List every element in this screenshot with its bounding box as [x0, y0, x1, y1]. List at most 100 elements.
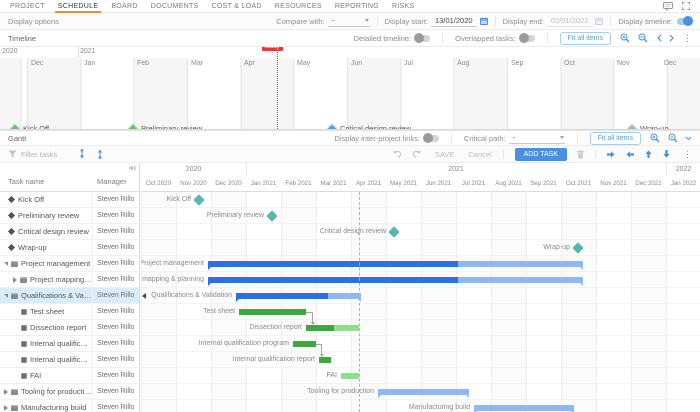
add-task-button[interactable]: ADD TASK — [514, 147, 567, 161]
filter-icon[interactable] — [8, 150, 17, 158]
milestone-icon — [7, 243, 16, 252]
tab-cost-load[interactable]: COST & LOAD — [211, 2, 262, 10]
gantt-bar-internal-qualification-report[interactable] — [319, 357, 331, 363]
gantt-row-internal-qualification-report: Internal qualification report — [141, 352, 700, 368]
critical-path-select[interactable]: - — [508, 133, 565, 144]
indent-left-icon[interactable] — [626, 150, 634, 158]
gantt-milestone-diamond[interactable] — [193, 194, 205, 206]
gantt-fit-all-button[interactable]: Fit all items — [589, 131, 641, 145]
compare-with-select[interactable]: - — [327, 16, 370, 27]
timeline-milestone-wrap-up[interactable]: Wrap-up — [626, 122, 669, 129]
task-row-test-sheet[interactable]: Test sheet Steven Rillo — [0, 304, 139, 320]
zoom-in-icon[interactable] — [620, 33, 630, 43]
tab-board[interactable]: BOARD — [111, 2, 138, 10]
gantt-bar-project-management[interactable] — [208, 261, 583, 270]
overlapped-tasks-toggle[interactable] — [518, 33, 535, 43]
timeline-fit-all-button[interactable]: Fit all items — [559, 31, 611, 45]
gantt-year: 2021 — [448, 166, 464, 173]
collapse-panel-icon[interactable] — [128, 165, 136, 171]
collapse-expander-icon[interactable] — [4, 293, 8, 298]
timeline-milestone-critical-design-review[interactable]: Critical design review — [326, 122, 411, 129]
tab-risks[interactable]: RISKS — [392, 2, 415, 10]
save-button[interactable]: SAVE — [434, 149, 455, 159]
task-row-internal-qualification-program[interactable]: Internal qualification program Steven Ri… — [0, 336, 139, 352]
gantt-bar-tooling-for-production[interactable] — [378, 389, 469, 398]
toolbar-menu-icon[interactable]: ⋮ — [683, 149, 692, 159]
display-end-input[interactable]: 02/01/2022 — [546, 16, 593, 27]
tab-reporting[interactable]: REPORTING — [334, 2, 380, 10]
gantt-more-chevron-icon[interactable] — [685, 136, 692, 141]
gantt-year: 2020 — [185, 166, 202, 173]
expand-expander-icon[interactable] — [4, 388, 8, 395]
delete-task-icon[interactable] — [577, 149, 584, 159]
redo-icon[interactable] — [412, 150, 421, 158]
move-down-icon[interactable] — [663, 150, 670, 158]
gantt-bar-dissection-report[interactable] — [306, 325, 359, 331]
task-name: Critical design review — [18, 227, 89, 236]
gantt-bar-fai[interactable] — [341, 373, 359, 379]
gantt-bar-internal-qualification-program[interactable] — [293, 341, 316, 347]
gantt-zoom-in-icon[interactable] — [650, 133, 660, 143]
task-name: Project management — [21, 259, 91, 268]
indent-right-icon[interactable] — [607, 150, 615, 158]
task-row-fai[interactable]: FAI Steven Rillo — [0, 368, 139, 384]
move-up-icon[interactable] — [645, 150, 652, 158]
cancel-button[interactable]: Cancel — [468, 149, 492, 159]
timeline-milestone-preliminary-review[interactable]: Preliminary review — [127, 122, 202, 129]
gantt-zoom-out-icon[interactable] — [668, 133, 678, 143]
task-row-wrap-up[interactable]: Wrap-up Steven Rillo — [0, 240, 139, 256]
task-row-manufacturing-build[interactable]: Manufacturing build Steven Rillo — [0, 400, 139, 412]
gantt-bar-test-sheet[interactable] — [239, 309, 306, 315]
zoom-out-icon[interactable] — [638, 33, 648, 43]
timeline-menu-icon[interactable]: ⋮ — [683, 33, 692, 43]
undo-icon[interactable] — [393, 150, 402, 158]
today-badge: today — [262, 47, 283, 51]
task-manager: Steven Rillo — [97, 228, 135, 235]
tab-schedule[interactable]: SCHEDULE — [54, 0, 101, 13]
comments-icon[interactable] — [663, 1, 673, 11]
gantt-milestone-diamond[interactable] — [266, 210, 278, 222]
calendar-icon[interactable] — [479, 17, 488, 25]
collapse-all-icon[interactable] — [97, 149, 103, 159]
gantt-milestone-diamond[interactable] — [572, 242, 584, 254]
expand-all-icon[interactable] — [79, 149, 85, 159]
task-list-panel: Task name Manager Kick Off Steven Rillo … — [0, 163, 140, 412]
detailed-timeline-toggle[interactable] — [414, 33, 431, 43]
gantt-bar-manufacturing-build[interactable] — [474, 405, 574, 412]
gantt-bar-qualifications-validation[interactable] — [236, 293, 361, 302]
task-row-critical-design-review[interactable]: Critical design review Steven Rillo — [0, 224, 139, 240]
task-row-project-management[interactable]: Project management Steven Rillo — [0, 256, 139, 272]
display-start-input[interactable]: 13/01/2020 — [431, 16, 477, 27]
milestone-label: Kick Off — [23, 124, 50, 130]
task-row-project-mapping[interactable]: Project mapping & planning Steven Rillo — [0, 272, 139, 288]
inter-project-links-toggle[interactable] — [422, 133, 439, 143]
fullscreen-icon[interactable] — [682, 2, 690, 10]
task-row-qualifications-validation[interactable]: Qualifications & Validation Steven Rillo — [0, 288, 139, 304]
gantt-toolbar: Filter tasks SAVE Cancel ADD TASK — [0, 146, 700, 163]
collapse-expander-icon[interactable] — [4, 261, 8, 266]
tab-project[interactable]: PROJECT — [10, 2, 45, 10]
gantt-milestone-diamond[interactable] — [388, 226, 400, 238]
timeline-month: Jul — [404, 60, 413, 67]
display-options-title: Display options — [8, 16, 59, 26]
gantt-month: Dec 2021 — [635, 180, 662, 187]
expand-expander-icon[interactable] — [4, 404, 8, 411]
milestone-diamond-icon — [9, 122, 21, 129]
task-row-tooling-for-production[interactable]: Tooling for production Steven Rillo — [0, 384, 139, 400]
expand-expander-icon[interactable] — [13, 276, 17, 283]
scroll-right-icon[interactable] — [669, 34, 674, 42]
column-manager[interactable]: Manager — [97, 177, 127, 186]
scroll-left-icon[interactable] — [657, 34, 662, 42]
task-row-kick-off[interactable]: Kick Off Steven Rillo — [0, 192, 139, 208]
column-task-name[interactable]: Task name — [8, 177, 45, 186]
gantt-bar-project-mapping[interactable] — [208, 277, 583, 286]
tab-documents[interactable]: DOCUMENTS — [150, 2, 199, 10]
task-row-dissection-report[interactable]: Dissection report Steven Rillo — [0, 320, 139, 336]
tab-resources[interactable]: RESOURCES — [274, 2, 322, 10]
task-row-preliminary-review[interactable]: Preliminary review Steven Rillo — [0, 208, 139, 224]
bar-label: FAI — [326, 372, 337, 379]
timeline-milestone-kick-off[interactable]: Kick Off — [9, 122, 50, 130]
task-row-internal-qualification-report[interactable]: Internal qualification report Steven Ril… — [0, 352, 139, 368]
display-timeline-toggle[interactable] — [677, 16, 693, 26]
filter-tasks-label[interactable]: Filter tasks — [21, 149, 58, 159]
